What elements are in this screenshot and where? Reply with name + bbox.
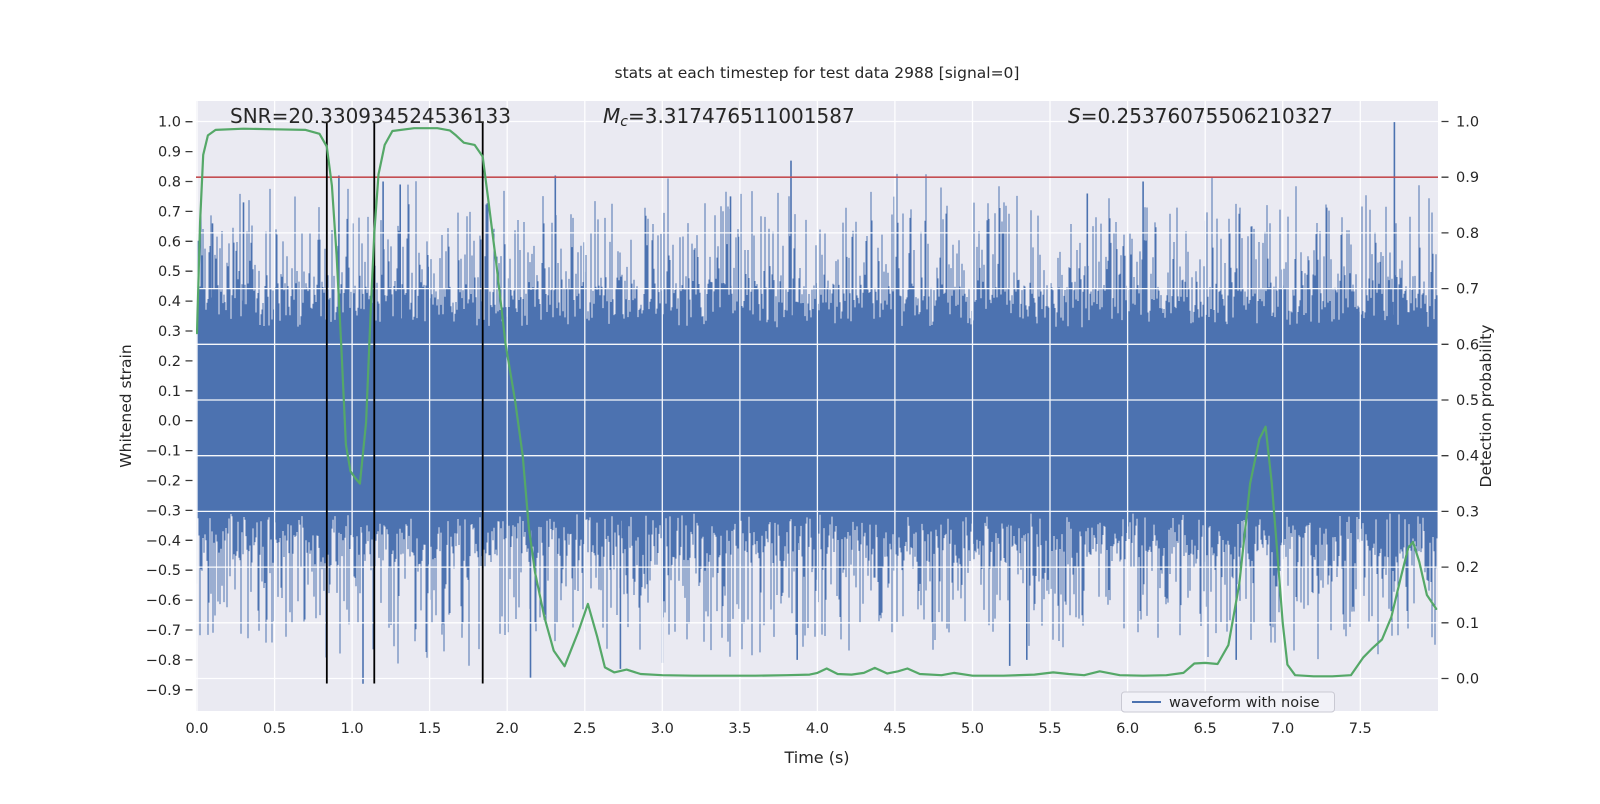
xtick-label: 3.5 (728, 721, 751, 737)
ytick-left-label: −0.1 (146, 444, 181, 460)
x-axis-label: Time (s) (783, 748, 849, 767)
ytick-left-label: −0.9 (146, 683, 181, 699)
y-axis-label-right: Detection probability (1477, 325, 1495, 488)
xtick-label: 3.0 (651, 721, 674, 737)
plot-area (196, 101, 1438, 711)
ytick-left-label: 0.5 (158, 264, 181, 280)
ytick-left-label: 0.9 (158, 145, 181, 161)
ytick-right-label: 0.0 (1456, 672, 1479, 688)
ytick-left-label: 0.4 (158, 294, 181, 310)
ytick-left-label: 0.7 (158, 204, 181, 220)
ytick-left-label: −0.3 (146, 503, 181, 519)
ytick-right-label: 0.8 (1456, 226, 1479, 242)
ytick-right-label: 0.5 (1456, 393, 1479, 409)
xtick-label: 1.0 (341, 721, 364, 737)
legend-label: waveform with noise (1169, 695, 1320, 711)
ytick-right-label: 0.1 (1456, 616, 1479, 632)
xtick-label: 0.5 (263, 721, 286, 737)
legend: waveform with noise (1121, 691, 1335, 713)
tick-marks (185, 120, 1449, 691)
ytick-right-label: 0.6 (1456, 337, 1479, 353)
xtick-label: 2.5 (573, 721, 596, 737)
detection-probability-series (196, 127, 1438, 678)
ytick-left-label: 0.1 (158, 384, 181, 400)
xtick-label: 1.5 (418, 721, 441, 737)
ytick-left-label: −0.7 (146, 623, 181, 639)
ytick-right-label: 0.7 (1456, 282, 1479, 298)
xtick-label: 2.0 (496, 721, 519, 737)
xtick-label: 6.5 (1194, 721, 1217, 737)
ytick-left-label: 0.0 (158, 414, 181, 430)
xtick-label: 4.5 (883, 721, 906, 737)
ytick-left-label: 0.2 (158, 354, 181, 370)
xtick-label: 4.0 (806, 721, 829, 737)
ytick-right-label: 0.4 (1456, 449, 1479, 465)
y-axis-label-left: Whitened strain (117, 344, 135, 467)
stat-annotation: SNR=20.330934524536133 (230, 104, 511, 128)
ytick-right-label: 0.2 (1456, 560, 1479, 576)
chart-title: stats at each timestep for test data 298… (615, 64, 1020, 82)
stat-annotation: S=0.25376075506210327 (1068, 104, 1333, 128)
ytick-left-label: −0.5 (146, 563, 181, 579)
ytick-left-label: 0.8 (158, 175, 181, 191)
ytick-left-label: −0.6 (146, 593, 181, 609)
ytick-left-label: −0.8 (146, 653, 181, 669)
ytick-right-label: 0.9 (1456, 170, 1479, 186)
gridlines (196, 101, 1438, 711)
legend-box (1121, 691, 1335, 713)
ytick-right-label: 0.3 (1456, 504, 1479, 520)
ytick-left-label: 1.0 (158, 115, 181, 131)
xtick-label: 0.0 (185, 721, 208, 737)
ytick-left-label: 0.3 (158, 324, 181, 340)
xtick-label: 7.0 (1271, 721, 1294, 737)
xtick-label: 5.0 (961, 721, 984, 737)
ytick-left-label: −0.4 (146, 533, 181, 549)
ytick-right-label: 1.0 (1456, 115, 1479, 131)
ytick-left-label: −0.2 (146, 474, 181, 490)
xtick-label: 5.5 (1039, 721, 1062, 737)
stat-annotation: Mc=3.317476511001587 (603, 104, 855, 130)
xtick-label: 6.0 (1116, 721, 1139, 737)
xtick-label: 7.5 (1349, 721, 1372, 737)
ytick-left-label: 0.6 (158, 234, 181, 250)
